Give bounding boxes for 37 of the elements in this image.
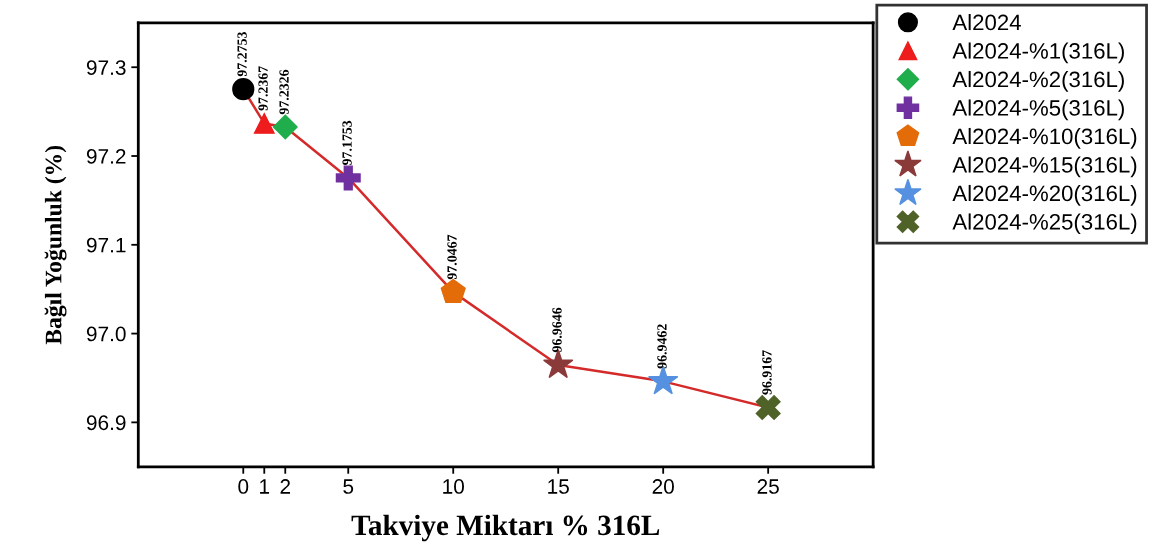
y-tick-label: 97.3 <box>86 60 126 75</box>
x-tick-label: 20 <box>652 479 674 494</box>
point <box>755 395 781 421</box>
legend-label: Al2024-%15(316L) <box>952 156 1137 178</box>
x-tick-label: 0 <box>238 479 249 494</box>
data-label: 97.2367 <box>258 66 268 111</box>
point <box>232 78 255 101</box>
point <box>272 114 298 140</box>
legend-label: Al2024-%20(316L) <box>952 184 1137 206</box>
legend-label: Al2024-%2(316L) <box>952 70 1124 92</box>
x-tick-label: 10 <box>443 479 464 494</box>
legend-label: Al2024-%5(316L) <box>952 99 1124 121</box>
x-tick-label: 15 <box>548 479 569 494</box>
x-tick-label: 2 <box>280 479 291 494</box>
point <box>440 278 466 303</box>
data-label: 97.0467 <box>447 234 457 280</box>
y-tick-label: 97.0 <box>86 326 126 342</box>
y-tick-label: 97.2 <box>86 149 126 164</box>
y-axis-title: Bağıl Yoğunluk (%) <box>44 145 67 345</box>
data-label: 97.1753 <box>342 120 352 166</box>
y-tick-label: 96.9 <box>86 415 126 431</box>
point <box>253 113 275 134</box>
legend-label: Al2024-%1(316L) <box>952 42 1124 64</box>
x-tick-label: 25 <box>757 479 779 494</box>
x-tick-label: 5 <box>343 479 354 494</box>
legend-label: Al2024-%10(316L) <box>952 127 1137 149</box>
x-tick-label: 1 <box>260 479 270 494</box>
y-tick-label: 97.1 <box>86 237 126 253</box>
data-label: 97.2753 <box>237 32 247 77</box>
data-label: 96.9167 <box>762 350 772 395</box>
legend-label: Al2024 <box>952 13 1021 31</box>
data-label: 97.2326 <box>279 69 289 115</box>
data-label: 96.9462 <box>657 324 667 369</box>
point <box>335 165 361 191</box>
x-axis-title: Takviye Miktarı % 316L <box>351 514 660 542</box>
legend-label: Al2024-%25(316L) <box>952 213 1137 235</box>
data-label: 96.9646 <box>552 307 562 353</box>
